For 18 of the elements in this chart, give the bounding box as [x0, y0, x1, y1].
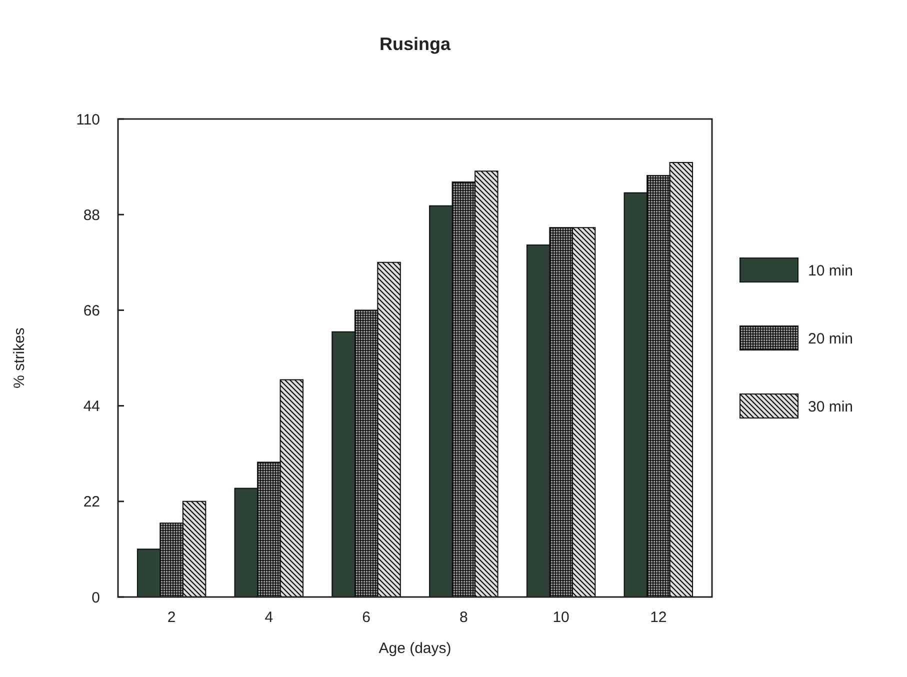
- legend-label: 20 min: [808, 330, 854, 348]
- legend-label: 10 min: [808, 262, 854, 280]
- y-tick-label: 0: [92, 589, 100, 606]
- y-tick-label: 22: [83, 494, 100, 511]
- x-tick-label: 6: [362, 609, 370, 626]
- y-axis-title: % strikes: [11, 328, 28, 388]
- x-tick-label: 8: [460, 609, 468, 626]
- x-axis-title: Age (days): [378, 640, 452, 657]
- y-tick-label: 66: [83, 302, 100, 320]
- x-tick-label: 12: [650, 609, 667, 626]
- y-tick-label: 88: [83, 206, 100, 224]
- chart-title: Rusinga: [379, 34, 452, 54]
- legend-label: 30 min: [808, 398, 854, 416]
- x-tick-label: 2: [167, 609, 176, 626]
- x-tick-label: 10: [552, 609, 570, 626]
- y-tick-label: 110: [76, 111, 100, 128]
- x-tick-label: 4: [264, 609, 274, 626]
- y-tick-label: 44: [83, 398, 100, 416]
